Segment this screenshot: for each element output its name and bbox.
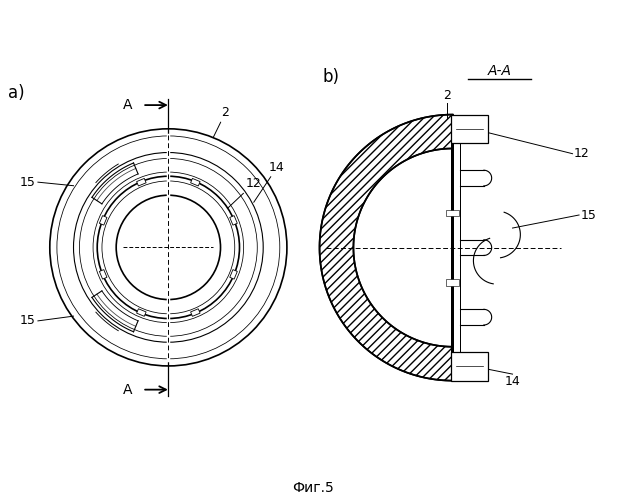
Bar xyxy=(451,114,488,144)
Text: a): a) xyxy=(8,84,25,102)
Text: 12: 12 xyxy=(228,178,261,208)
Polygon shape xyxy=(190,309,200,316)
Text: b): b) xyxy=(322,68,339,86)
Text: A: A xyxy=(123,382,133,396)
Text: 12: 12 xyxy=(574,147,590,160)
Polygon shape xyxy=(230,216,237,225)
Text: 15: 15 xyxy=(19,314,36,328)
Polygon shape xyxy=(190,178,200,186)
Polygon shape xyxy=(100,216,107,225)
Polygon shape xyxy=(319,114,453,380)
Text: A: A xyxy=(123,98,133,112)
Text: 15: 15 xyxy=(580,208,596,222)
Text: 2: 2 xyxy=(213,106,229,137)
Text: Фиг.5: Фиг.5 xyxy=(292,481,334,495)
Text: 15: 15 xyxy=(19,176,36,188)
Polygon shape xyxy=(136,309,146,316)
Bar xyxy=(451,352,488,380)
Bar xyxy=(446,210,459,216)
Text: A-A: A-A xyxy=(488,64,511,78)
Text: 14: 14 xyxy=(254,161,285,202)
Polygon shape xyxy=(100,270,107,279)
Text: 14: 14 xyxy=(505,376,520,388)
Polygon shape xyxy=(230,270,237,279)
Bar xyxy=(446,279,459,285)
Polygon shape xyxy=(136,178,146,186)
Text: 2: 2 xyxy=(443,88,451,102)
